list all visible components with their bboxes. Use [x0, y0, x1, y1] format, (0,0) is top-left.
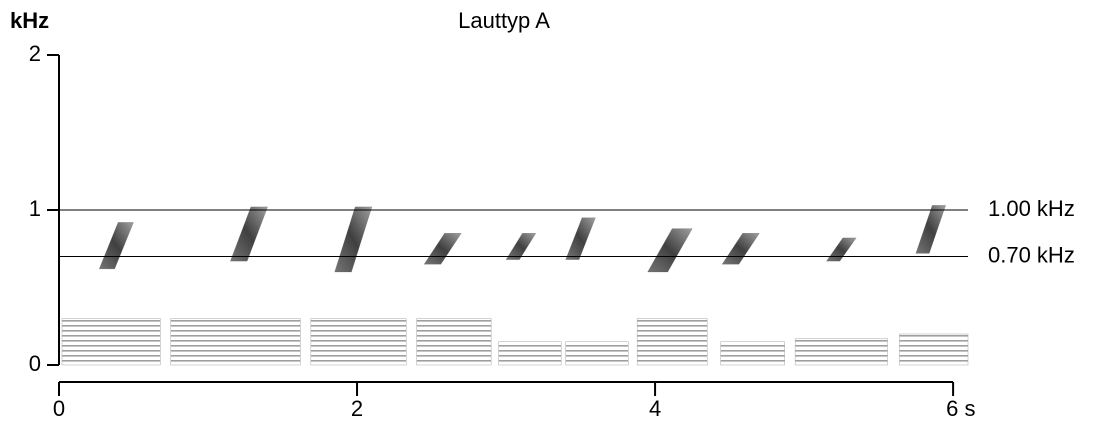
note: [230, 206, 268, 262]
noise-band: [636, 318, 708, 366]
note: [98, 222, 134, 270]
note: [915, 205, 946, 254]
reference-label: 1.00 kHz: [988, 196, 1075, 221]
noise-band: [794, 338, 888, 366]
reference-label: 0.70 kHz: [988, 242, 1075, 267]
y-tick-label: 1: [29, 196, 41, 221]
noise-band: [170, 318, 301, 366]
noise-band: [498, 341, 562, 366]
noise-band: [720, 341, 785, 366]
y-tick-label: 2: [29, 41, 41, 66]
y-axis-label: kHz: [10, 8, 49, 33]
x-tick-label: 6 s: [946, 396, 975, 421]
x-tick-label: 2: [351, 396, 363, 421]
noise-band: [899, 333, 969, 366]
note: [721, 233, 760, 265]
y-tick-label: 0: [29, 351, 41, 376]
noise-band: [61, 318, 161, 366]
note: [423, 233, 462, 265]
noise-band: [310, 318, 407, 366]
x-tick-label: 0: [53, 396, 65, 421]
note: [565, 217, 596, 260]
noise-band: [565, 341, 629, 366]
note: [825, 237, 857, 262]
note: [505, 233, 537, 260]
note: [647, 228, 693, 273]
x-tick-label: 4: [649, 396, 661, 421]
chart-title: Lauttyp A: [458, 8, 550, 33]
noise-band: [416, 318, 492, 366]
note: [334, 206, 373, 273]
